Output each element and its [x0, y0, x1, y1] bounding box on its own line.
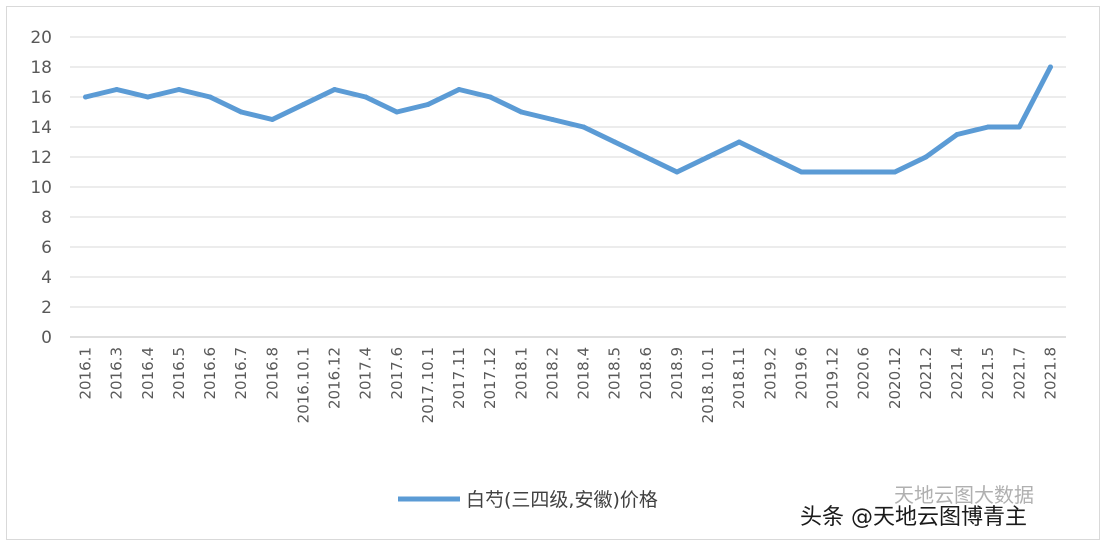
- data-point: [394, 109, 400, 115]
- y-tick-label: 6: [41, 238, 52, 258]
- y-tick-label: 18: [30, 58, 52, 78]
- x-tick-label: 2018.4: [575, 347, 593, 400]
- chart-frame: [6, 6, 1100, 540]
- x-tick-label: 2021.8: [1041, 347, 1059, 400]
- watermark: 天地云图大数据 头条 @天地云图博青主: [800, 483, 1034, 530]
- data-point: [1016, 124, 1022, 130]
- x-tick-label: 2017.10.1: [419, 347, 437, 423]
- data-point: [892, 169, 898, 175]
- y-tick-label: 14: [30, 118, 52, 138]
- x-tick-label: 2018.10.1: [699, 347, 717, 423]
- data-point: [830, 169, 836, 175]
- series-layer: [83, 64, 1053, 175]
- data-point: [332, 87, 338, 92]
- data-point: [238, 109, 244, 115]
- y-tick-label: 0: [41, 328, 52, 348]
- y-tick-label: 16: [30, 88, 52, 108]
- x-tick-label: 2016.3: [108, 347, 126, 400]
- x-tick-label: 2020.6: [855, 347, 873, 400]
- watermark-text: 头条 @天地云图博青主: [800, 505, 1027, 530]
- gridlines: [70, 36, 1066, 338]
- x-tick-label: 2017.4: [357, 347, 375, 400]
- data-point: [549, 117, 555, 122]
- x-tick-label: 2018.11: [730, 347, 748, 409]
- data-point: [269, 117, 275, 122]
- series-line: [83, 64, 1053, 175]
- y-tick-label: 2: [41, 298, 52, 318]
- data-point: [674, 169, 680, 175]
- data-point: [207, 94, 213, 100]
- data-point: [145, 94, 151, 100]
- x-tick-label: 2016.10.1: [294, 347, 312, 423]
- x-tick-label: 2021.2: [917, 347, 935, 400]
- data-point: [985, 124, 991, 130]
- x-tick-label: 2018.5: [606, 347, 624, 400]
- x-tick-label: 2021.4: [948, 347, 966, 400]
- x-tick-label: 2020.12: [886, 347, 904, 409]
- x-tick-label: 2017.12: [481, 347, 499, 409]
- data-point: [643, 154, 649, 160]
- data-point: [861, 169, 867, 175]
- x-tick-label: 2017.11: [450, 347, 468, 409]
- data-point: [487, 94, 493, 100]
- x-tick-label: 2016.5: [170, 347, 188, 400]
- data-point: [518, 109, 524, 115]
- data-point: [83, 94, 89, 100]
- x-tick-label: 2018.6: [637, 347, 655, 400]
- watermark-subtitle: 天地云图大数据: [894, 483, 1034, 507]
- data-point: [705, 154, 711, 160]
- legend-label: 白芍(三四级,安徽)价格: [466, 489, 658, 511]
- legend: 白芍(三四级,安徽)价格: [398, 489, 658, 511]
- x-tick-label: 2016.8: [263, 347, 281, 400]
- y-tick-label: 8: [41, 208, 52, 228]
- data-point: [1047, 64, 1053, 70]
- y-tick-label: 12: [30, 148, 52, 168]
- x-tick-label: 2018.2: [543, 347, 561, 400]
- x-axis-ticks: 2016.1 2016.3 2016.4 2016.5 2016.6 2016.7 2016…: [77, 347, 1060, 423]
- y-tick-label: 20: [30, 28, 52, 48]
- data-point: [176, 87, 182, 92]
- x-tick-label: 2016.12: [326, 347, 344, 409]
- data-point: [767, 154, 773, 160]
- x-tick-label: 2016.7: [232, 347, 250, 400]
- x-tick-label: 2019.6: [792, 347, 810, 400]
- data-point: [923, 154, 929, 160]
- y-tick-label: 4: [41, 268, 52, 288]
- y-tick-label: 10: [30, 178, 52, 198]
- x-tick-label: 2016.4: [139, 347, 157, 400]
- data-point: [425, 102, 431, 107]
- x-tick-label: 2021.5: [979, 347, 997, 400]
- data-point: [363, 94, 369, 100]
- y-axis-ticks: 0 2 4 6 8 10 12 14 16 18 20: [30, 28, 52, 348]
- x-tick-label: 2019.12: [824, 347, 842, 409]
- data-point: [736, 139, 742, 145]
- x-tick-label: 2017.6: [388, 347, 406, 400]
- x-tick-label: 2016.6: [201, 347, 219, 400]
- data-point: [954, 132, 960, 137]
- x-tick-label: 2018.1: [512, 347, 530, 400]
- x-tick-label: 2021.7: [1010, 347, 1028, 400]
- data-point: [456, 87, 462, 92]
- data-point: [798, 169, 804, 175]
- data-point: [300, 102, 306, 107]
- x-tick-label: 2019.2: [761, 347, 779, 400]
- data-point: [114, 87, 120, 92]
- data-point: [612, 139, 618, 145]
- x-tick-label: 2016.1: [77, 347, 95, 400]
- data-point: [581, 124, 587, 130]
- x-tick-label: 2018.9: [668, 347, 686, 400]
